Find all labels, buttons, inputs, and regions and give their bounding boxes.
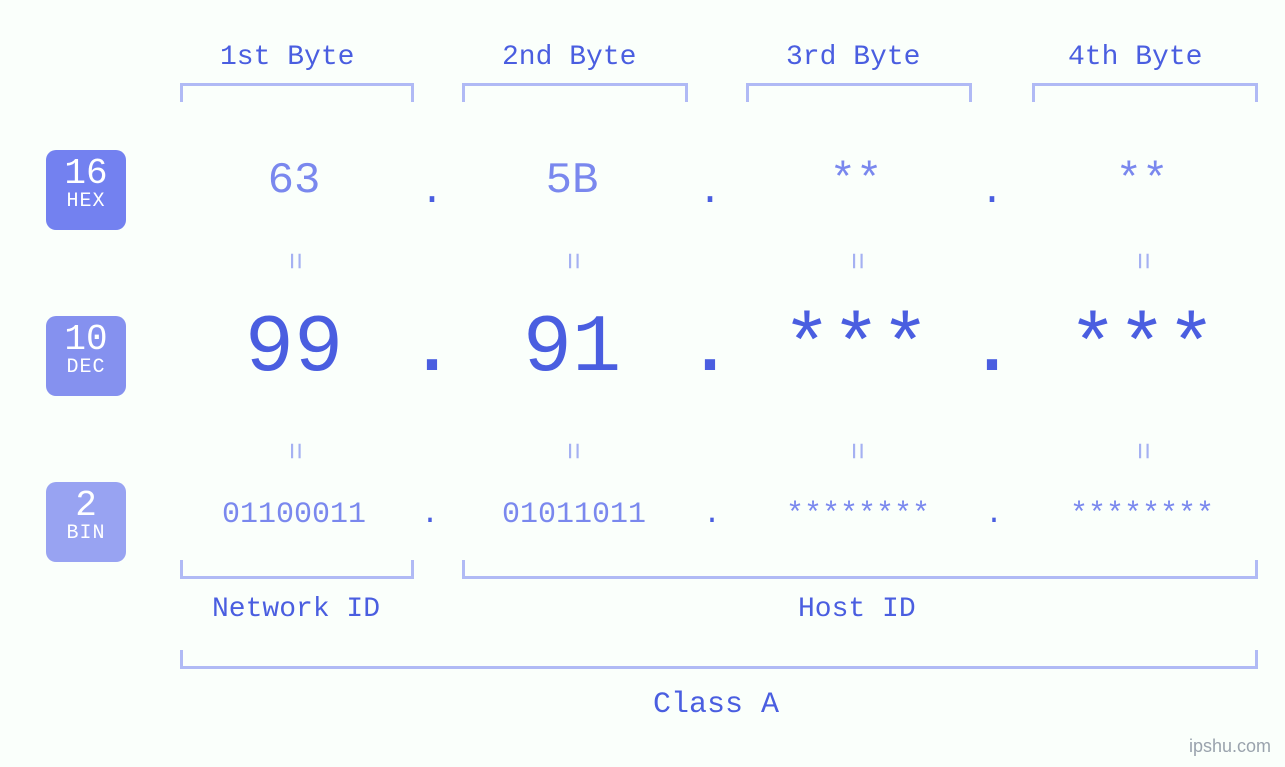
top-bracket-3 <box>746 83 972 102</box>
credit-text: ipshu.com <box>1189 736 1271 757</box>
dec-dot-1: . <box>402 310 462 392</box>
top-bracket-4 <box>1032 83 1258 102</box>
equals-icon: = <box>554 252 588 270</box>
equals-icon: = <box>1124 252 1158 270</box>
byte-header-3: 3rd Byte <box>786 42 920 73</box>
top-bracket-2 <box>462 83 688 102</box>
hex-byte-3: ** <box>746 156 966 206</box>
dec-byte-2: 91 <box>462 302 682 395</box>
base-badge-bin: 2 BIN <box>46 482 126 562</box>
equals-icon: = <box>554 442 588 460</box>
base-badge-dec: 10 DEC <box>46 316 126 396</box>
base-lbl-dec: DEC <box>46 358 126 378</box>
bin-byte-3: ******** <box>732 498 984 532</box>
bin-dot-2: . <box>692 498 732 532</box>
bin-dot-3: . <box>974 498 1014 532</box>
equals-icon: = <box>276 442 310 460</box>
bin-byte-4: ******** <box>1016 498 1268 532</box>
bin-byte-2: 01011011 <box>448 498 700 532</box>
hex-byte-1: 63 <box>180 156 408 206</box>
equals-icon: = <box>1124 442 1158 460</box>
equals-icon: = <box>276 252 310 270</box>
base-num-hex: 16 <box>46 156 126 192</box>
base-badge-hex: 16 HEX <box>46 150 126 230</box>
hex-byte-4: ** <box>1032 156 1252 206</box>
byte-header-1: 1st Byte <box>220 42 354 73</box>
host-id-label: Host ID <box>798 594 916 625</box>
bin-dot-1: . <box>410 498 450 532</box>
base-lbl-bin: BIN <box>46 524 126 544</box>
dec-byte-1: 99 <box>180 302 408 395</box>
base-lbl-hex: HEX <box>46 192 126 212</box>
top-bracket-1 <box>180 83 414 102</box>
bin-byte-1: 01100011 <box>164 498 424 532</box>
hex-dot-1: . <box>402 170 462 215</box>
dec-dot-2: . <box>680 310 740 392</box>
network-id-bracket <box>180 560 414 579</box>
base-num-bin: 2 <box>46 488 126 524</box>
dec-byte-3: *** <box>746 302 966 395</box>
dec-byte-4: *** <box>1032 302 1252 395</box>
hex-dot-2: . <box>680 170 740 215</box>
class-bracket <box>180 650 1258 669</box>
equals-icon: = <box>838 442 872 460</box>
class-label: Class A <box>180 688 1252 722</box>
byte-header-4: 4th Byte <box>1068 42 1202 73</box>
dec-dot-3: . <box>962 310 1022 392</box>
base-num-dec: 10 <box>46 322 126 358</box>
hex-dot-3: . <box>962 170 1022 215</box>
byte-header-2: 2nd Byte <box>502 42 636 73</box>
network-id-label: Network ID <box>212 594 380 625</box>
equals-icon: = <box>838 252 872 270</box>
hex-byte-2: 5B <box>462 156 682 206</box>
host-id-bracket <box>462 560 1258 579</box>
